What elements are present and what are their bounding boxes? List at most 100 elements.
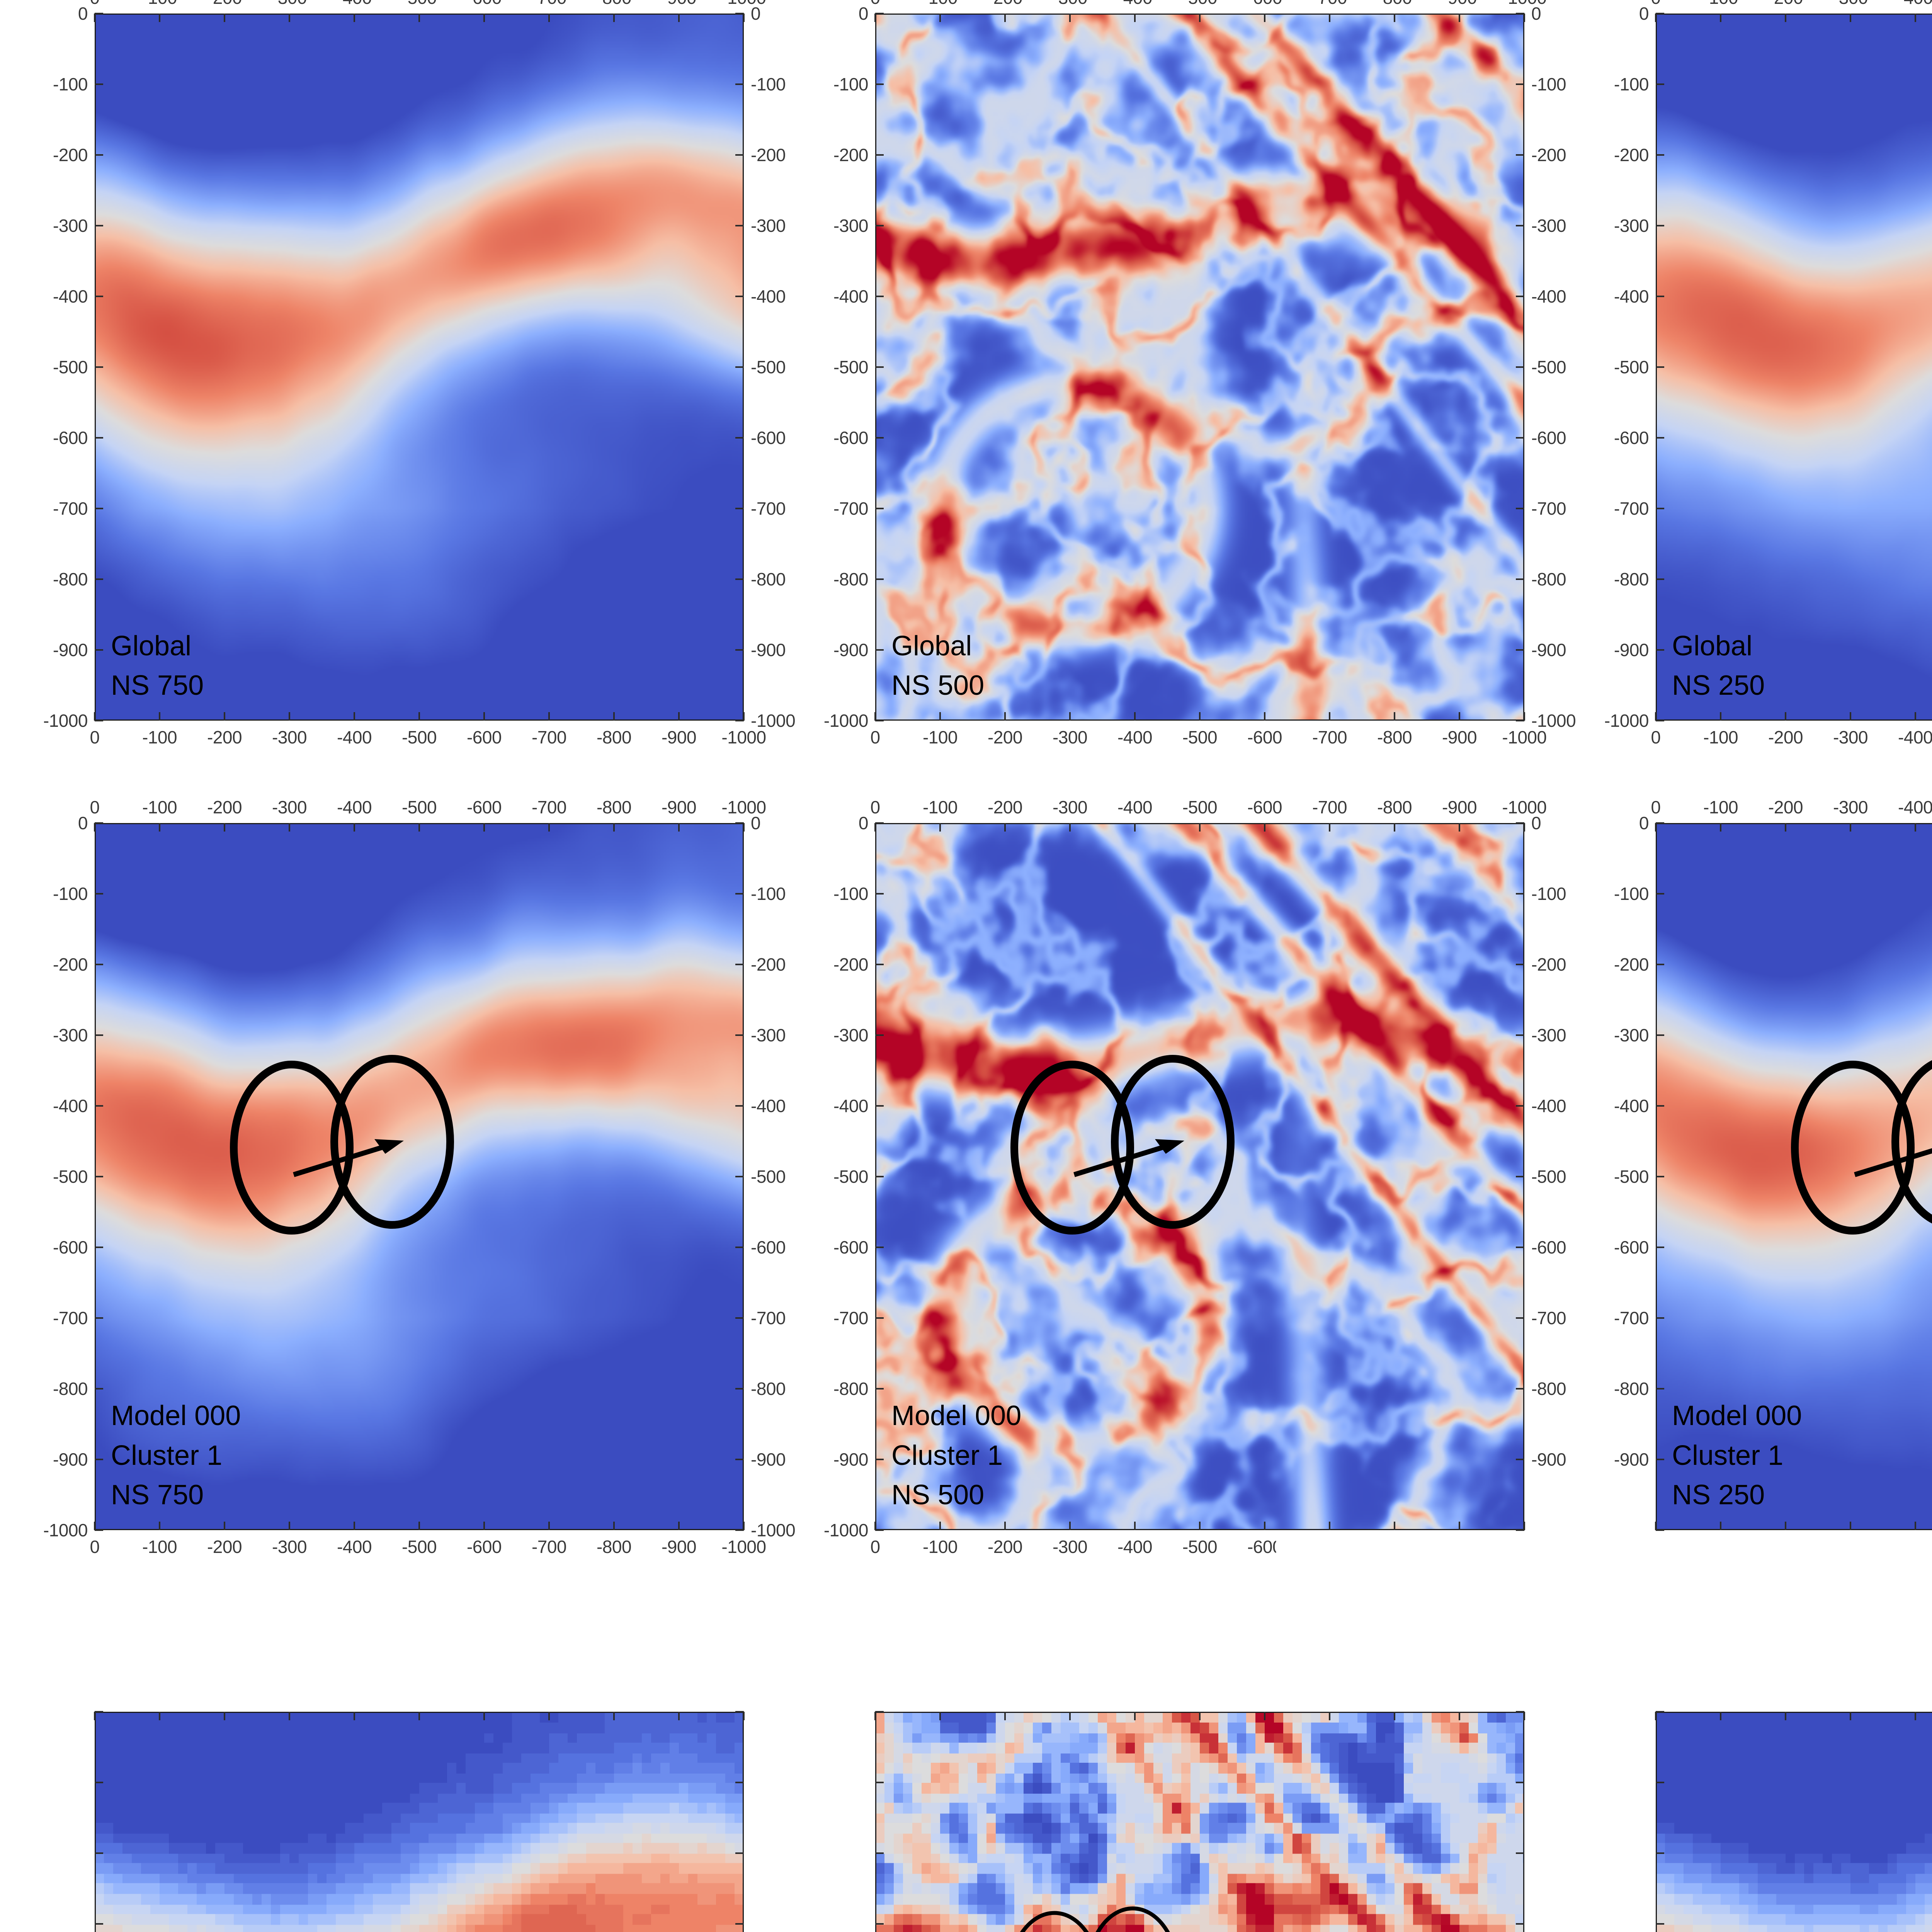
axis-tick-label: -300: [53, 215, 88, 236]
axis-tick-mark: [1656, 1711, 1664, 1713]
axis-tick-label: -700: [1312, 797, 1347, 818]
panel-caption: Model 000 Cluster 1 NS 750: [111, 1396, 241, 1515]
axis-tick-mark: [1516, 508, 1524, 509]
panel-r2c3[interactable]: 0 -100 -200 -300 -400 -500 -600 -700 -800 -900 -10…: [1656, 823, 1932, 1530]
axis-tick-label: -400: [1898, 1536, 1932, 1557]
panel-r3c1[interactable]: 0 -100 -200 -300 -400 -500 -600 -700 -800 -900 -10…: [95, 1712, 744, 1932]
axis-tick-mark: [95, 1782, 103, 1783]
axis-tick-label: -300: [1531, 1913, 1566, 1932]
axis-tick-mark: [483, 1522, 485, 1530]
axis-tick-label: -700: [1614, 1308, 1649, 1328]
axis-tick-label: -200: [207, 797, 242, 818]
axis-tick-label: -1000: [1531, 710, 1576, 731]
axis-tick-mark: [1785, 1712, 1786, 1720]
axis-tick-label: -600: [1247, 797, 1282, 818]
axis-tick-label: -800: [1377, 0, 1412, 8]
axis-tick-label: -700: [53, 1308, 88, 1328]
axis-tick-mark: [95, 366, 103, 368]
panel-r3c2[interactable]: 0 -100 -200 -300 -400 -500 -600 -700 -800 -900 -10…: [875, 1712, 1524, 1932]
axis-tick-mark: [1656, 649, 1664, 651]
axis-tick-mark: [1459, 1522, 1460, 1530]
panel-r2c1[interactable]: 0 -100 -200 -300 -400 -500 -600 -700 -800 -900 -10…: [95, 823, 744, 1530]
axis-tick-mark: [354, 823, 355, 832]
axis-tick-label: -400: [1898, 0, 1932, 8]
panel-r1c2[interactable]: 0 -100 -200 -300 -400 -500 -600 -700 -800 -900 -10…: [875, 14, 1524, 721]
axis-tick-label: 0: [78, 813, 88, 833]
axis-tick-mark: [1656, 154, 1664, 156]
axis-tick-mark: [875, 1529, 884, 1531]
axis-tick-label: -700: [751, 1308, 786, 1328]
axis-tick-mark: [735, 437, 744, 439]
axis-tick-mark: [95, 1247, 103, 1248]
axis-tick-mark: [678, 1712, 680, 1720]
axis-tick-label: -800: [1531, 569, 1566, 590]
axis-tick-mark: [1134, 712, 1136, 721]
axis-tick-mark: [735, 1529, 744, 1531]
axis-tick-label: -600: [1614, 1237, 1649, 1258]
axis-tick-mark: [483, 823, 485, 832]
axis-tick-mark: [548, 1522, 550, 1530]
axis-tick-label: -300: [53, 1913, 88, 1932]
axis-tick-mark: [95, 964, 103, 965]
axis-tick-label: 0: [870, 1685, 880, 1706]
axis-tick-label: -100: [1703, 1685, 1738, 1706]
axis-tick-label: -600: [1614, 427, 1649, 448]
figure-root: 0 -100 -200 -300 -400 -500 -600 -700 -800 -900 -10…: [0, 0, 1932, 1932]
axis-tick-mark: [1850, 712, 1851, 721]
axis-tick-label: -900: [1442, 1536, 1477, 1557]
axis-tick-mark: [1656, 508, 1664, 509]
axis-tick-mark: [1915, 712, 1916, 721]
axis-tick-mark: [735, 1247, 744, 1248]
axis-tick-label: -100: [1531, 1772, 1566, 1793]
axis-tick-mark: [743, 823, 745, 832]
axis-tick-label: -100: [142, 1536, 177, 1557]
axis-tick-mark: [95, 437, 103, 439]
heatmap-canvas: [1656, 1712, 1932, 1932]
axis-tick-label: -200: [1614, 954, 1649, 975]
axis-tick-label: 0: [859, 1701, 868, 1722]
axis-tick-label: -300: [1614, 215, 1649, 236]
axis-tick-label: -400: [1614, 286, 1649, 307]
axis-tick-label: -600: [1531, 1237, 1566, 1258]
axis-tick-mark: [1264, 823, 1265, 832]
axis-tick-label: 0: [90, 797, 99, 818]
panel-r3c3[interactable]: 0-100-200-300-400-500-600-700-800-900-10…: [1656, 1712, 1932, 1932]
axis-tick-label: -300: [833, 215, 868, 236]
axis-tick-mark: [1524, 823, 1525, 832]
axis-tick-label: -500: [53, 357, 88, 378]
axis-tick-label: -200: [988, 1685, 1022, 1706]
axis-tick-mark: [735, 578, 744, 580]
axis-tick-label: 0: [90, 727, 99, 748]
axis-tick-mark: [289, 712, 290, 721]
axis-tick-mark: [1850, 14, 1851, 22]
axis-tick-mark: [1134, 1522, 1136, 1530]
axis-tick-mark: [1459, 823, 1460, 832]
axis-tick-label: -400: [337, 797, 372, 818]
heatmap-canvas: [95, 1712, 744, 1932]
axis-tick-label: -300: [751, 1913, 786, 1932]
heatmap-r3c3: [1656, 1712, 1932, 1932]
panel-r1c1[interactable]: 0 -100 -200 -300 -400 -500 -600 -700 -800 -900 -10…: [95, 14, 744, 721]
axis-tick-mark: [483, 1712, 485, 1720]
axis-tick-mark: [735, 893, 744, 895]
axis-tick-mark: [1656, 1034, 1664, 1036]
axis-tick-label: -500: [53, 1166, 88, 1187]
axis-tick-label: -700: [751, 498, 786, 519]
axis-tick-label: -400: [1117, 0, 1152, 8]
axis-tick-mark: [613, 712, 615, 721]
heatmap-r3c1: [95, 1712, 744, 1932]
axis-tick-label: -400: [1614, 1095, 1649, 1116]
axis-tick-mark: [875, 366, 884, 368]
axis-tick-mark: [735, 1105, 744, 1107]
axis-tick-mark: [94, 823, 95, 832]
axis-tick-label: -400: [1117, 1536, 1152, 1557]
axis-tick-label: -300: [833, 1025, 868, 1046]
axis-tick-mark: [1459, 1712, 1460, 1720]
axis-tick-label: -600: [467, 797, 502, 818]
axis-tick-label: -400: [1898, 1685, 1932, 1706]
axis-tick-label: -100: [53, 1772, 88, 1793]
panel-r2c2[interactable]: 0 -100 -200 -300 -400 -500 -600 -700 -800 -900 -10…: [875, 823, 1524, 1530]
axis-tick-mark: [1524, 1522, 1525, 1530]
panel-r1c3[interactable]: 0 -100 -200 -300 -400 -500 -600 -700 -800 -900 -10…: [1656, 14, 1932, 721]
axis-tick-mark: [1656, 1782, 1664, 1783]
